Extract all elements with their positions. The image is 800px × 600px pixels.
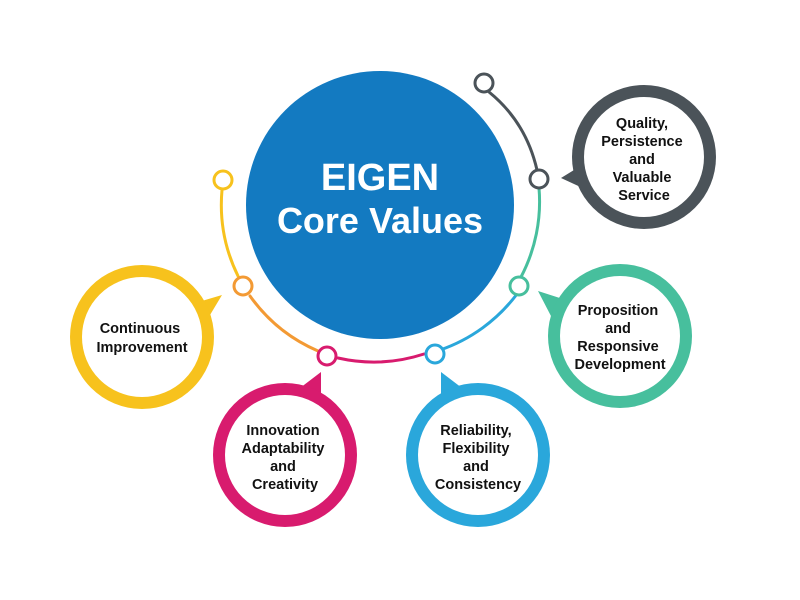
dot-reliability	[424, 343, 446, 365]
value-line: Reliability,	[440, 423, 511, 439]
dot-quality	[528, 168, 550, 190]
bubble-face	[418, 395, 538, 515]
dot-continuous-orange	[232, 275, 254, 297]
arc-green-connector	[519, 186, 542, 279]
value-line: Valuable	[613, 170, 672, 186]
arc-top-connector	[487, 90, 539, 172]
value-bubble-reliability: Reliability, Flexibility and Consistency	[406, 372, 550, 527]
bubble-face	[225, 395, 345, 515]
connector-dots	[212, 72, 550, 367]
value-line: Consistency	[435, 477, 521, 493]
value-line: Service	[618, 188, 670, 204]
value-bubble-continuous: Continuous Improvement	[70, 265, 222, 409]
center-title: EIGEN	[321, 157, 439, 199]
dot-continuous-yellow	[212, 169, 234, 191]
value-line: Persistence	[601, 134, 682, 150]
value-line: and	[463, 459, 489, 475]
value-line: Continuous	[100, 321, 181, 337]
dot-innovation	[316, 345, 338, 367]
arc-magenta-connector	[336, 352, 426, 364]
value-text: Proposition and Responsive Development	[574, 303, 665, 373]
value-line: Adaptability	[241, 441, 324, 457]
center-node: EIGEN Core Values	[246, 71, 514, 339]
bubble-face	[584, 97, 704, 217]
value-text: Quality, Persistence and Valuable Servic…	[601, 116, 686, 204]
value-line: and	[629, 152, 655, 168]
arc-yellow-connector	[219, 188, 240, 278]
bubble-tail	[538, 291, 566, 318]
arc-blue-connector	[438, 292, 519, 352]
value-line: and	[605, 321, 631, 337]
value-line: Improvement	[96, 340, 187, 356]
value-line: Development	[574, 357, 665, 373]
value-line: and	[270, 459, 296, 475]
value-bubble-proposition: Proposition and Responsive Development	[538, 264, 692, 408]
center-subtitle: Core Values	[277, 200, 483, 241]
center-circle	[246, 71, 514, 339]
value-line: Proposition	[578, 303, 659, 319]
arc-orange-connector	[248, 294, 320, 353]
value-line: Quality,	[616, 116, 668, 132]
value-text: Innovation Adaptability and Creativity	[241, 423, 328, 493]
value-text: Reliability, Flexibility and Consistency	[435, 423, 521, 493]
value-line: Innovation	[246, 423, 319, 439]
bubble-face	[560, 276, 680, 396]
dot-proposition	[508, 275, 530, 297]
dot-top	[473, 72, 495, 94]
value-text: Continuous Improvement	[96, 321, 187, 356]
value-bubble-quality: Quality, Persistence and Valuable Servic…	[561, 85, 716, 229]
value-line: Flexibility	[443, 441, 510, 457]
connector-arcs	[219, 90, 542, 364]
value-line: Responsive	[577, 339, 658, 355]
value-bubble-innovation: Innovation Adaptability and Creativity	[213, 372, 357, 527]
value-line: Creativity	[252, 477, 318, 493]
bubble-face	[82, 277, 202, 397]
